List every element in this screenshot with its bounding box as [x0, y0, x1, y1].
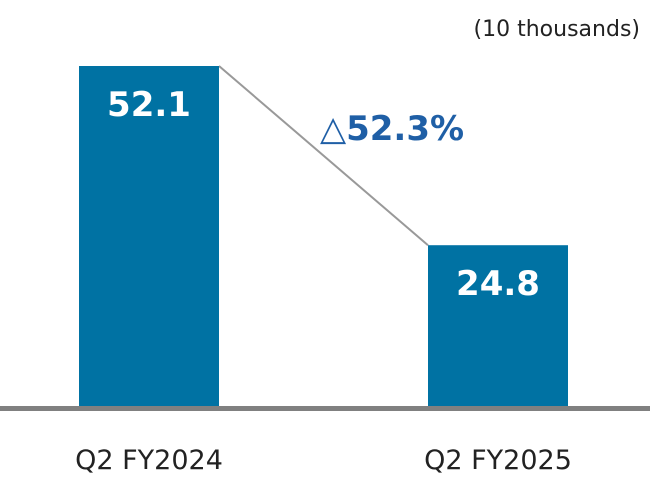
x-tick-label-q2-fy2025: Q2 FY2025: [424, 445, 572, 476]
bar-value-label-q2-fy2024: 52.1: [107, 85, 191, 125]
unit-label: (10 thousands): [474, 17, 640, 42]
x-tick-label-q2-fy2024: Q2 FY2024: [75, 445, 223, 476]
bar-value-label-q2-fy2025: 24.8: [456, 264, 540, 304]
bar-q2-fy2024: [79, 66, 219, 408]
change-percent-label: △52.3%: [320, 109, 464, 149]
change-connector-line: [218, 65, 429, 246]
bar-q2-fy2025: [428, 245, 568, 408]
x-axis-baseline: [0, 406, 650, 411]
